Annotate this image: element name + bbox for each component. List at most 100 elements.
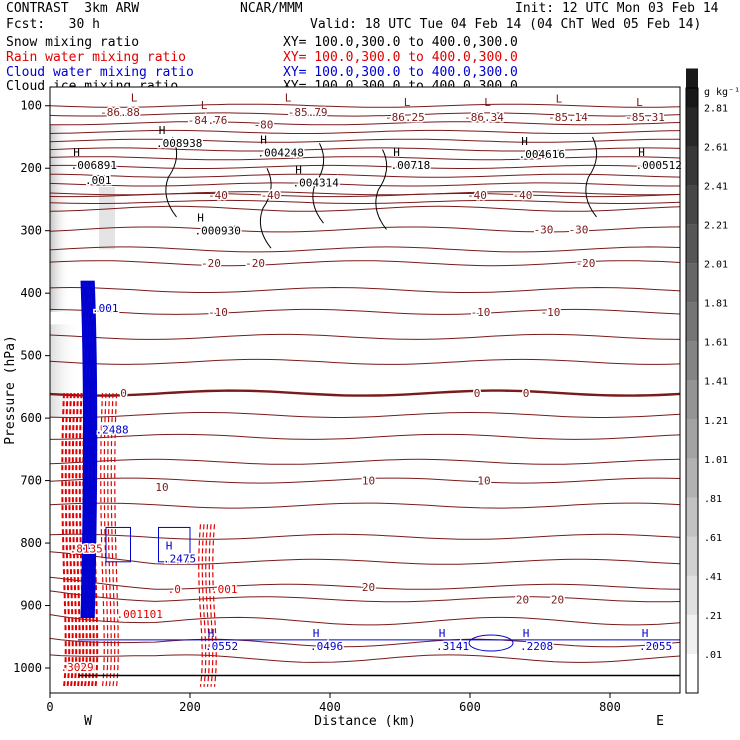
colorbar-swatch bbox=[686, 341, 698, 381]
contour-label: .001 bbox=[92, 302, 119, 315]
rain-contour bbox=[114, 393, 119, 687]
isotherm-label: 20 bbox=[362, 581, 375, 594]
cloud-water-contour bbox=[84, 280, 89, 619]
isotherm bbox=[50, 226, 680, 233]
x-axis-label: Distance (km) bbox=[314, 714, 416, 729]
isotherm-label: 0 bbox=[523, 387, 530, 400]
plot-frame bbox=[49, 86, 681, 694]
colorbar-tick-label: 1.21 bbox=[704, 416, 728, 427]
colorbar-tick-label: 1.61 bbox=[704, 338, 728, 349]
contour-label: .2488 bbox=[96, 424, 129, 437]
rain-contour bbox=[78, 393, 85, 687]
extremum-mark: H bbox=[642, 627, 649, 640]
extremum-mark: H bbox=[295, 163, 302, 176]
rain-contour bbox=[205, 524, 210, 687]
x-tick-label: 800 bbox=[599, 700, 621, 714]
y-tick-label: 800 bbox=[20, 536, 42, 550]
rain-contour bbox=[64, 393, 71, 687]
rain-contour bbox=[61, 393, 67, 687]
extremum-mark: H bbox=[166, 539, 173, 552]
isotherm bbox=[50, 358, 680, 365]
isotherm bbox=[50, 193, 680, 198]
extremum-value: .2475 bbox=[163, 552, 196, 565]
isotherm-label: 10 bbox=[362, 475, 375, 488]
rain-contour bbox=[71, 393, 78, 687]
colorbar-swatch bbox=[686, 224, 698, 264]
snow-contour bbox=[312, 143, 325, 224]
extremum-value: .3141 bbox=[436, 640, 469, 653]
extremum-mark: L bbox=[285, 91, 292, 104]
colorbar-swatch bbox=[686, 185, 698, 225]
extremum-mark: H bbox=[159, 124, 166, 137]
colorbar-unit: g kg⁻¹ bbox=[704, 87, 740, 98]
isotherm-label: 10 bbox=[155, 481, 168, 494]
y-tick-label: 300 bbox=[20, 224, 42, 238]
contour-label: .8135 bbox=[70, 542, 103, 555]
extremum-mark: H bbox=[73, 146, 80, 159]
title-left: CONTRAST 3km ARW bbox=[6, 1, 140, 16]
isotherm bbox=[50, 576, 680, 590]
cloud-ice-shading bbox=[50, 324, 80, 419]
forecast-hour: Fcst: 30 h bbox=[6, 17, 100, 32]
isotherm bbox=[50, 164, 680, 169]
colorbar-tick-label: 1.81 bbox=[704, 299, 728, 310]
extremum-value: .008938 bbox=[156, 137, 202, 150]
legend-snow-xy: XY= 100.0,300.0 to 400.0,300.0 bbox=[283, 35, 518, 50]
extremum-mark: H bbox=[313, 627, 320, 640]
isotherm-label: -86.25 bbox=[385, 111, 425, 124]
extremum-mark: H bbox=[208, 627, 215, 640]
isotherm-label: -40 bbox=[261, 189, 281, 202]
isotherm bbox=[50, 121, 680, 126]
extremum-value: .004314 bbox=[293, 176, 340, 189]
isotherm-label: -85.14 bbox=[548, 111, 588, 124]
extremum-value: .000930 bbox=[195, 224, 241, 237]
y-tick-label: 200 bbox=[20, 161, 42, 175]
isotherm bbox=[50, 246, 680, 253]
rain-contour bbox=[110, 393, 116, 687]
isotherm bbox=[50, 205, 680, 212]
isotherm-label: 0 bbox=[474, 387, 481, 400]
contour-label: .001 bbox=[211, 583, 238, 596]
extremum-mark: H bbox=[197, 211, 204, 224]
valid-time: Valid: 18 UTC Tue 04 Feb 14 (04 ChT Wed … bbox=[310, 17, 702, 32]
colorbar-tick-label: 2.41 bbox=[704, 182, 728, 193]
isotherm-label: -30 bbox=[534, 223, 554, 236]
cloud-ice-shading bbox=[50, 124, 70, 312]
cloud-water-contour bbox=[158, 526, 191, 563]
extremum-mark: L bbox=[484, 96, 491, 109]
colorbar-tick-label: 2.21 bbox=[704, 221, 728, 232]
isotherm bbox=[50, 654, 680, 663]
isotherm bbox=[50, 411, 680, 419]
isotherm-label: -20 bbox=[576, 257, 596, 270]
colorbar-swatch bbox=[686, 107, 698, 147]
isotherm-label: -84.76 bbox=[188, 114, 228, 127]
rain-contour bbox=[198, 524, 203, 687]
isotherm bbox=[50, 138, 680, 143]
extremum-value: .000512 bbox=[636, 159, 682, 172]
colorbar-swatch bbox=[686, 380, 698, 420]
cloud-water-contour bbox=[80, 280, 85, 619]
isotherm-label: -20 bbox=[201, 257, 221, 270]
x-tick-label: 400 bbox=[319, 700, 341, 714]
isotherm bbox=[50, 502, 680, 509]
isotherm bbox=[50, 533, 680, 540]
x-end-label-west: W bbox=[84, 714, 92, 729]
rain-contour bbox=[68, 393, 74, 687]
cloud-ice-shading bbox=[99, 186, 115, 250]
isotherm bbox=[50, 614, 680, 626]
isotherm-label: 0 bbox=[120, 387, 127, 400]
colorbar-tick-label: 2.61 bbox=[704, 143, 728, 154]
x-tick-label: 600 bbox=[459, 700, 481, 714]
colorbar-swatch bbox=[686, 419, 698, 459]
extremum-mark: L bbox=[636, 96, 643, 109]
extremum-mark: L bbox=[556, 93, 563, 106]
y-tick-label: 700 bbox=[20, 474, 42, 488]
rain-contour bbox=[201, 524, 207, 687]
contour-label: .001101 bbox=[117, 608, 163, 621]
cloud-water-contour bbox=[92, 280, 98, 619]
contour-label: .001 bbox=[85, 174, 112, 187]
extremum-value: .0496 bbox=[310, 640, 343, 653]
rain-contour bbox=[100, 393, 105, 687]
snow-contour bbox=[585, 136, 598, 218]
